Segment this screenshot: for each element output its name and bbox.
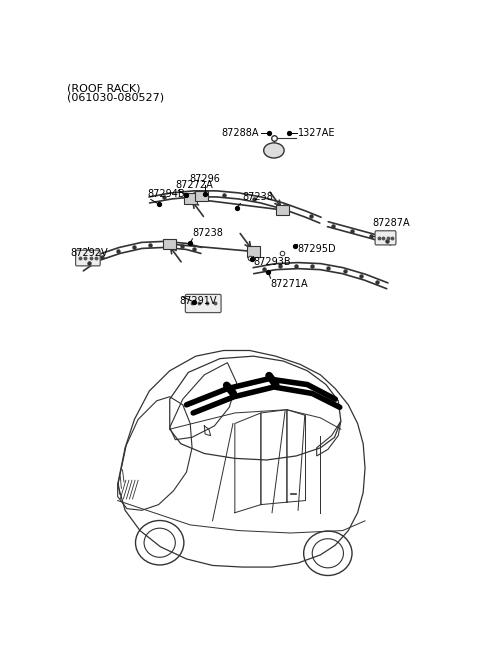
Text: 87272A: 87272A	[175, 180, 213, 190]
Text: 87291V: 87291V	[179, 296, 216, 306]
Text: 87238: 87238	[192, 228, 223, 238]
Text: (061030-080527): (061030-080527)	[67, 93, 165, 103]
Text: 87287A: 87287A	[372, 218, 410, 228]
FancyBboxPatch shape	[163, 239, 176, 249]
Text: 87294B: 87294B	[147, 190, 185, 199]
Text: (ROOF RACK): (ROOF RACK)	[67, 84, 141, 94]
FancyBboxPatch shape	[247, 246, 260, 257]
Ellipse shape	[264, 143, 284, 158]
Text: 87238: 87238	[242, 192, 273, 203]
Text: 87292V: 87292V	[71, 248, 108, 258]
Text: 87293B: 87293B	[253, 256, 291, 266]
FancyBboxPatch shape	[76, 250, 100, 266]
FancyBboxPatch shape	[185, 295, 221, 313]
Text: 87288A: 87288A	[221, 128, 259, 138]
Text: 87296: 87296	[190, 174, 220, 184]
FancyBboxPatch shape	[375, 231, 396, 245]
FancyBboxPatch shape	[276, 205, 289, 215]
Text: 87271A: 87271A	[270, 279, 308, 289]
Text: 1327AE: 1327AE	[298, 128, 336, 138]
FancyBboxPatch shape	[184, 193, 196, 204]
Text: 87295D: 87295D	[297, 244, 336, 254]
FancyBboxPatch shape	[195, 190, 208, 201]
